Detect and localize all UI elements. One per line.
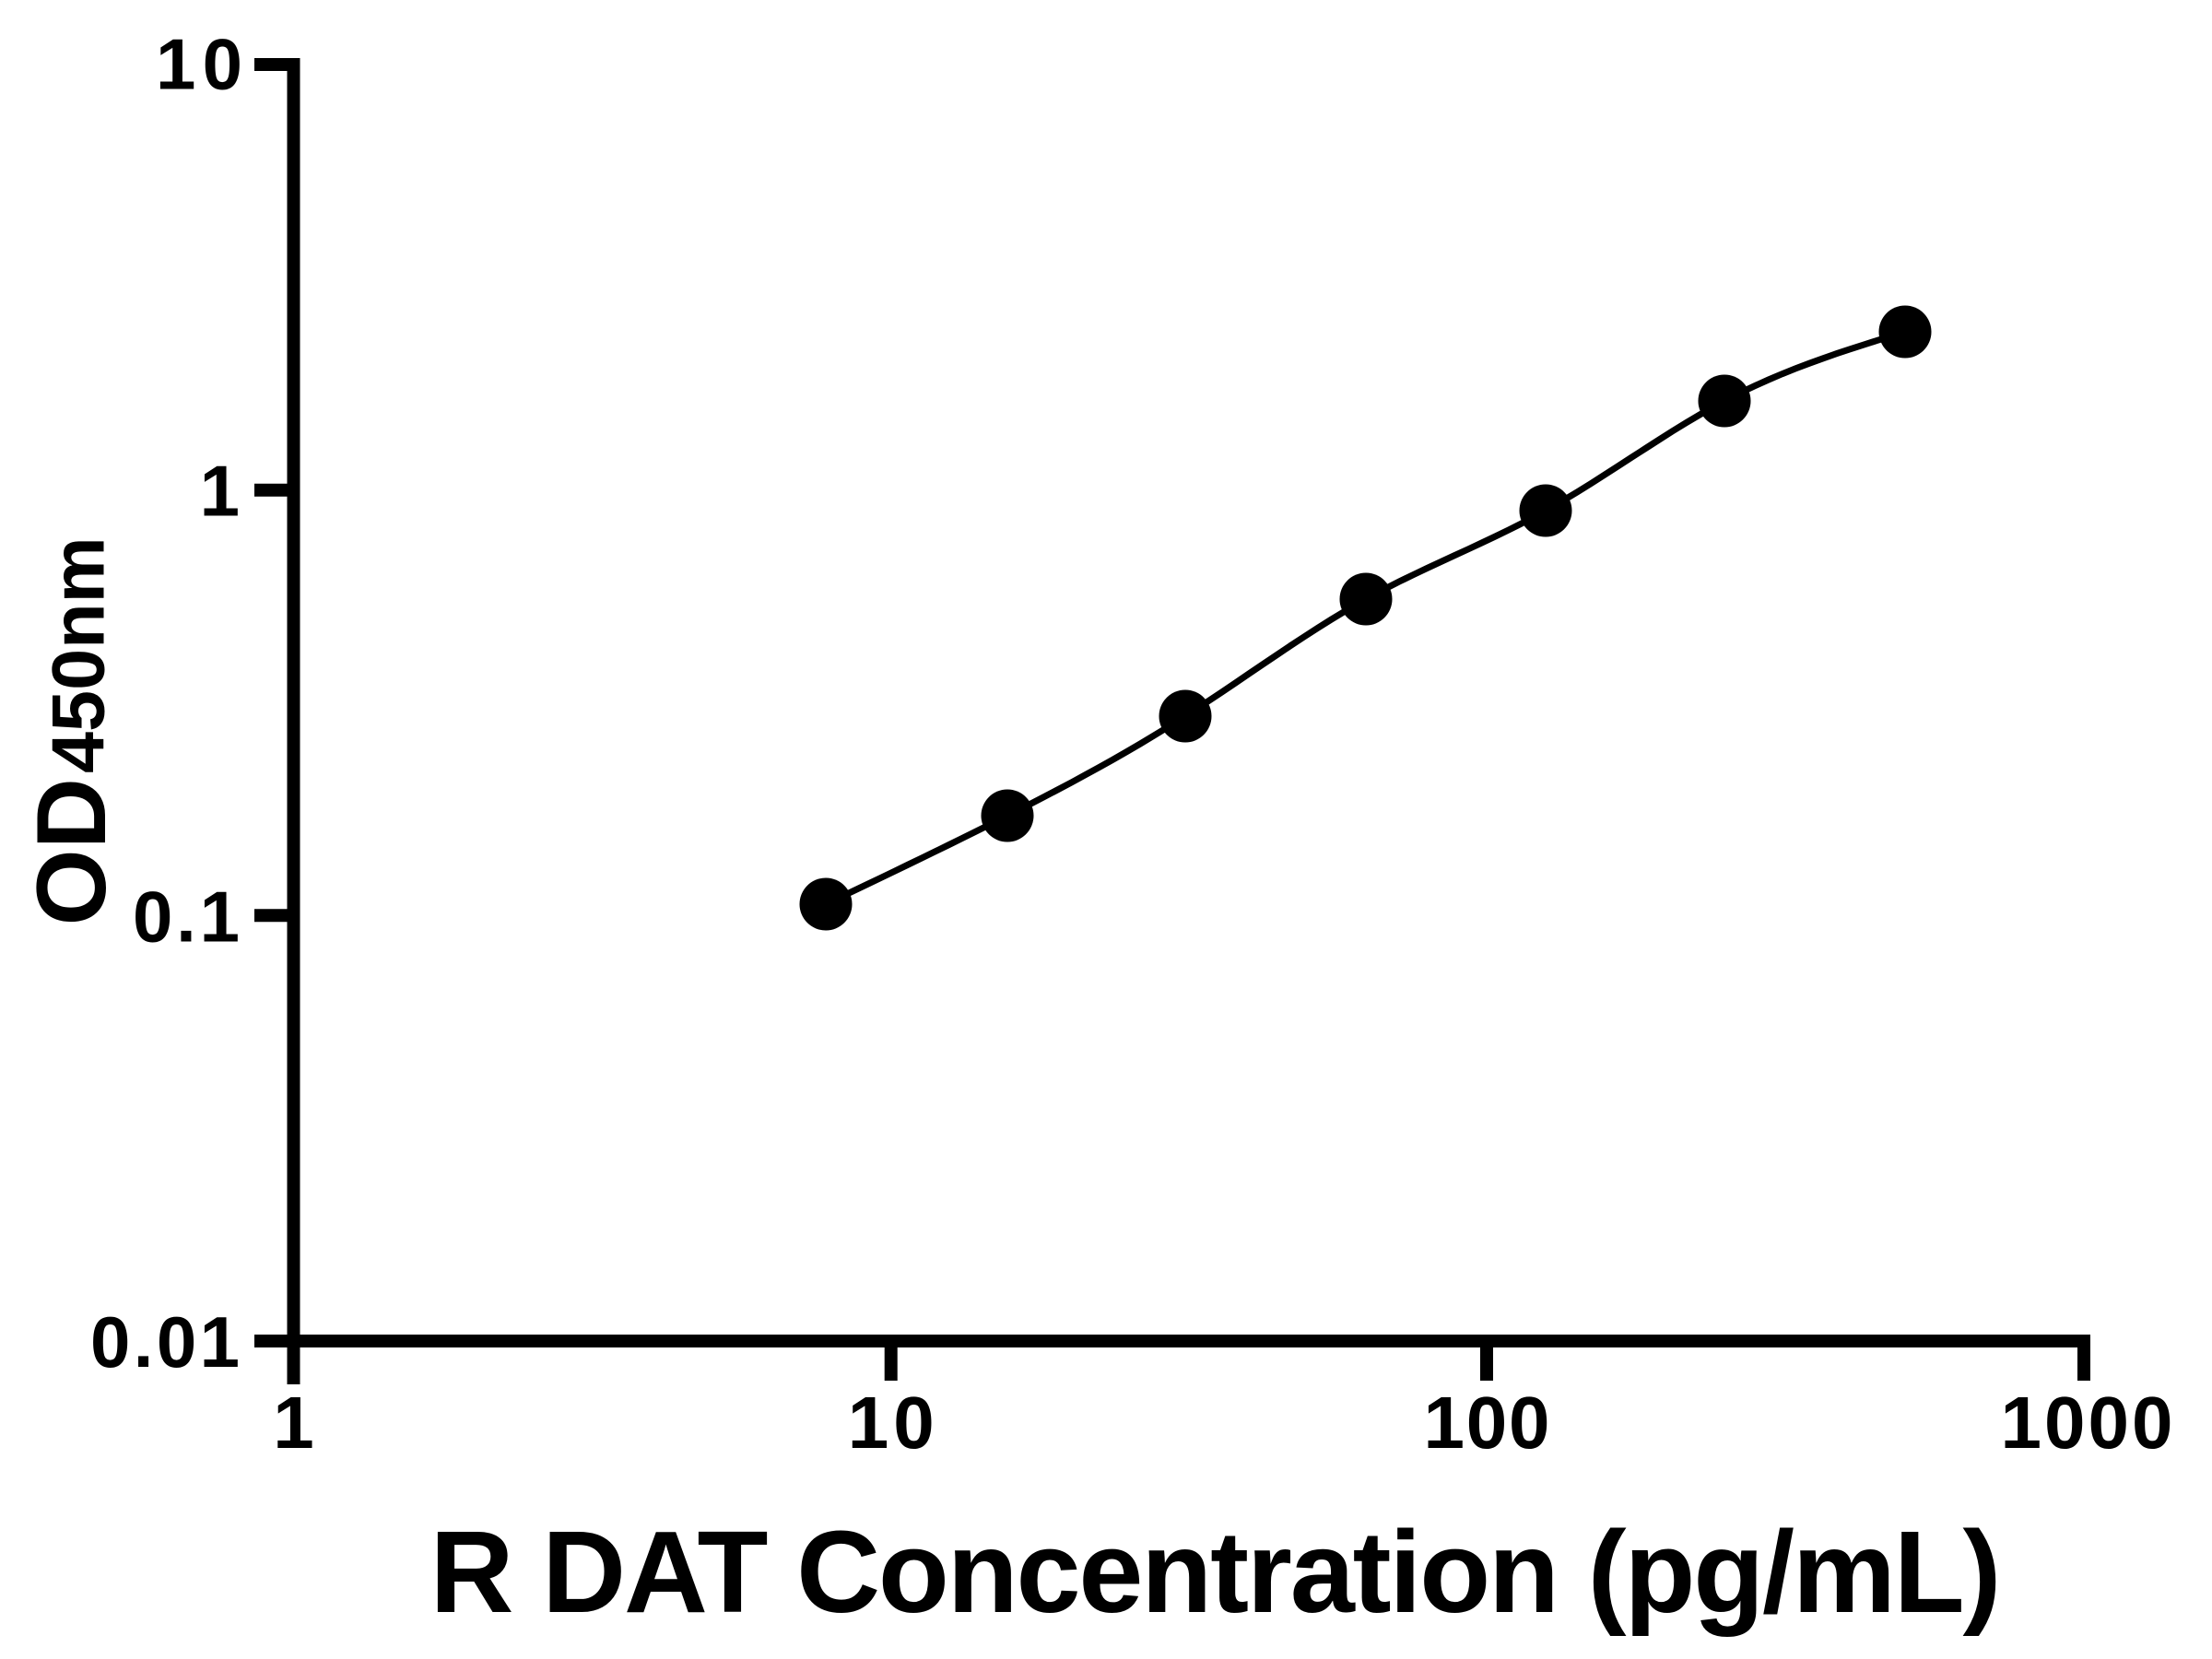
svg-text:10: 10	[156, 24, 242, 105]
svg-text:OD: OD	[16, 778, 126, 926]
svg-text:0.1: 0.1	[133, 876, 240, 957]
svg-text:100: 100	[1424, 1382, 1550, 1464]
svg-text:450nm: 450nm	[38, 536, 121, 773]
svg-text:0.01: 0.01	[90, 1301, 240, 1382]
svg-text:10: 10	[848, 1382, 935, 1464]
svg-text:R DAT Concentration (pg/mL): R DAT Concentration (pg/mL)	[430, 1507, 2002, 1637]
svg-text:1000: 1000	[2001, 1382, 2173, 1464]
svg-text:1: 1	[273, 1382, 314, 1464]
svg-text:1: 1	[200, 451, 240, 532]
